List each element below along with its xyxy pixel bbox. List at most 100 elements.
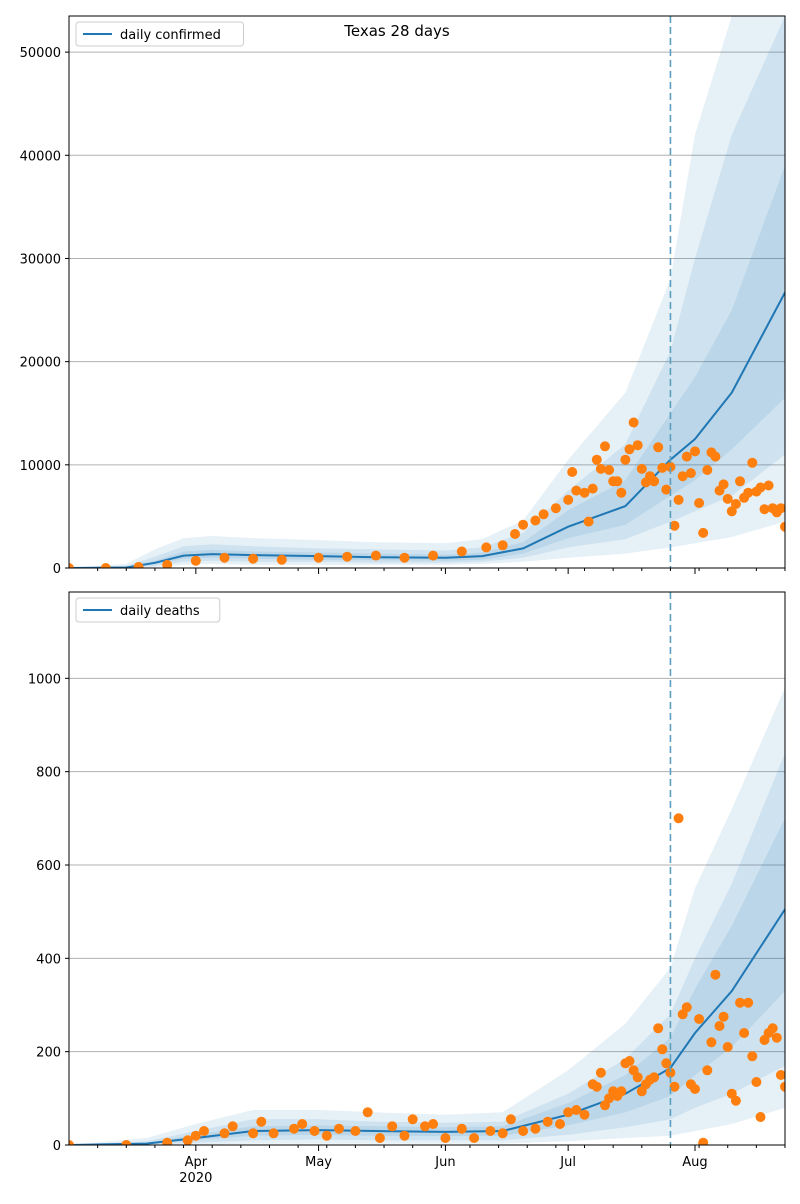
data-point bbox=[469, 1133, 480, 1143]
data-point bbox=[505, 1114, 516, 1125]
data-point bbox=[661, 484, 672, 495]
data-point bbox=[342, 551, 353, 562]
data-point bbox=[309, 1126, 320, 1136]
data-point bbox=[563, 494, 574, 505]
data-point bbox=[702, 1065, 713, 1076]
legend-label: daily confirmed bbox=[120, 28, 221, 43]
data-point bbox=[657, 1044, 668, 1055]
data-point bbox=[624, 1056, 635, 1066]
data-point bbox=[219, 1128, 230, 1139]
legend-box bbox=[75, 597, 221, 623]
legend: daily confirmed bbox=[75, 21, 244, 47]
data-point bbox=[587, 483, 598, 494]
data-point bbox=[481, 542, 492, 553]
data-point bbox=[133, 562, 144, 568]
data-point bbox=[665, 1067, 676, 1078]
y-tick-label: 1000 bbox=[28, 672, 61, 687]
data-point bbox=[510, 529, 520, 539]
legend-box bbox=[75, 21, 244, 47]
data-point bbox=[673, 494, 684, 505]
y-tick-label: 20000 bbox=[20, 356, 61, 371]
data-point bbox=[362, 1107, 373, 1118]
data-point bbox=[190, 555, 201, 566]
data-point bbox=[730, 499, 741, 509]
median-line bbox=[69, 292, 785, 568]
data-point bbox=[775, 1070, 785, 1080]
uncertainty-band-1 bbox=[69, 687, 785, 1145]
data-point bbox=[420, 1121, 430, 1132]
daily-confirmed-panel: 0 10000 20000 30000 40000 50000 daily confirme… bbox=[20, 15, 786, 577]
chart-title: Texas 28 days bbox=[343, 22, 450, 40]
data-point bbox=[555, 1119, 565, 1129]
data-point bbox=[669, 520, 680, 531]
data-point bbox=[182, 1135, 193, 1145]
data-point bbox=[428, 1119, 439, 1129]
data-point bbox=[624, 444, 635, 455]
data-point bbox=[69, 563, 74, 568]
data-point bbox=[780, 521, 785, 532]
data-point bbox=[710, 451, 721, 462]
data-point bbox=[763, 480, 774, 491]
data-point bbox=[542, 1116, 553, 1127]
data-point bbox=[698, 527, 709, 538]
data-point bbox=[775, 503, 785, 514]
data-point bbox=[612, 476, 623, 487]
data-point bbox=[530, 1123, 541, 1134]
data-point bbox=[399, 552, 410, 563]
y-tick-label: 10000 bbox=[20, 459, 61, 474]
data-point bbox=[632, 440, 643, 451]
data-point bbox=[710, 969, 721, 980]
data-point bbox=[759, 504, 770, 515]
data-point bbox=[579, 1109, 590, 1120]
data-point bbox=[755, 482, 766, 493]
data-point bbox=[653, 442, 664, 453]
data-point bbox=[571, 1105, 582, 1115]
data-point bbox=[571, 485, 582, 496]
data-point bbox=[428, 550, 439, 561]
data-point bbox=[628, 417, 639, 428]
data-point bbox=[722, 493, 733, 504]
data-point bbox=[718, 479, 729, 490]
data-point bbox=[485, 1126, 496, 1136]
data-point bbox=[579, 487, 590, 498]
data-point bbox=[694, 1014, 705, 1024]
data-point bbox=[669, 1081, 680, 1092]
data-point bbox=[69, 1140, 74, 1145]
data-point bbox=[735, 476, 745, 487]
data-point bbox=[289, 1123, 299, 1134]
data-point bbox=[726, 506, 737, 517]
data-point bbox=[563, 1107, 574, 1118]
data-point bbox=[440, 1133, 451, 1143]
data-point bbox=[702, 465, 713, 475]
data-point bbox=[456, 546, 467, 557]
plot-area bbox=[69, 16, 785, 568]
data-point bbox=[767, 1023, 778, 1034]
data-point bbox=[771, 1032, 782, 1043]
x-year-label: 2020 bbox=[179, 1171, 212, 1186]
x-tick-label: Aug bbox=[682, 1155, 707, 1170]
data-point bbox=[399, 1130, 410, 1141]
data-point bbox=[665, 461, 676, 472]
data-point bbox=[121, 1140, 132, 1145]
x-tick-label: Apr bbox=[185, 1155, 208, 1170]
y-tick-label: 40000 bbox=[20, 149, 61, 164]
data-point bbox=[714, 1021, 725, 1031]
data-point bbox=[199, 1126, 209, 1136]
data-point bbox=[706, 1037, 717, 1048]
data-point bbox=[730, 1095, 741, 1106]
data-point bbox=[595, 463, 606, 474]
data-point bbox=[227, 1121, 238, 1132]
data-point bbox=[681, 451, 692, 462]
y-tick-label: 0 bbox=[53, 562, 61, 577]
data-point bbox=[616, 1086, 627, 1097]
x-tick-label: Jun bbox=[434, 1155, 455, 1170]
data-point bbox=[694, 498, 705, 508]
data-point bbox=[387, 1121, 398, 1132]
data-point bbox=[497, 1128, 508, 1139]
uncertainty-band-1 bbox=[69, 16, 785, 568]
x-tick-label: May bbox=[305, 1155, 332, 1170]
y-tick-label: 600 bbox=[36, 859, 61, 874]
shared-x-axis: Apr May Jun Jul Aug 2020 bbox=[179, 1155, 707, 1186]
